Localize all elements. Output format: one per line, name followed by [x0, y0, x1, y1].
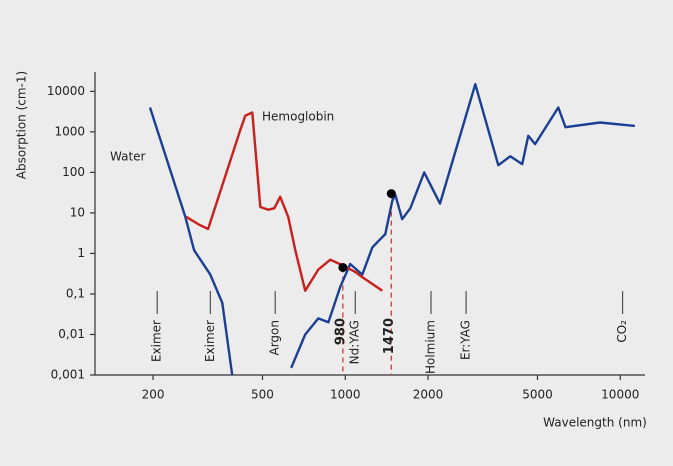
x-tick-label: 5000 [522, 388, 553, 402]
laser-label: Argon [268, 320, 282, 356]
laser-label: Er:YAG [459, 320, 473, 360]
y-tick-label: 100 [62, 165, 85, 179]
x-tick-label: 10000 [601, 388, 639, 402]
laser-point [338, 262, 348, 272]
laser-label: CO₂ [615, 320, 629, 343]
series-label: Hemoglobin [262, 110, 334, 124]
y-tick-label: 0,01 [58, 327, 85, 341]
y-tick-label: 1000 [54, 124, 85, 138]
series-line [185, 111, 383, 292]
y-tick-label: 10000 [47, 84, 85, 98]
laser-label: Eximer [203, 320, 217, 362]
y-axis-label: Absorption (cm-1) [15, 71, 29, 179]
y-tick-label: 0,001 [51, 368, 85, 382]
laser-label: Nd:YAG [348, 320, 362, 364]
series-line [148, 83, 636, 376]
laser-wavelength: 1470 [382, 318, 397, 354]
laser-label: Holmium [424, 320, 438, 374]
laser-label: Eximer [150, 320, 164, 362]
y-tick-label: 1 [77, 246, 85, 260]
y-tick-label: 10 [70, 205, 85, 219]
series-label: Water [110, 150, 146, 164]
laser-wavelength: 980 [333, 318, 348, 345]
x-tick-label: 200 [142, 388, 165, 402]
laser-point [386, 189, 396, 199]
x-tick-label: 1000 [330, 388, 361, 402]
x-tick-label: 2000 [413, 388, 444, 402]
x-tick-label: 500 [251, 388, 274, 402]
x-axis-label: Wavelength (nm) [543, 416, 647, 430]
y-tick-label: 0,1 [66, 286, 85, 300]
